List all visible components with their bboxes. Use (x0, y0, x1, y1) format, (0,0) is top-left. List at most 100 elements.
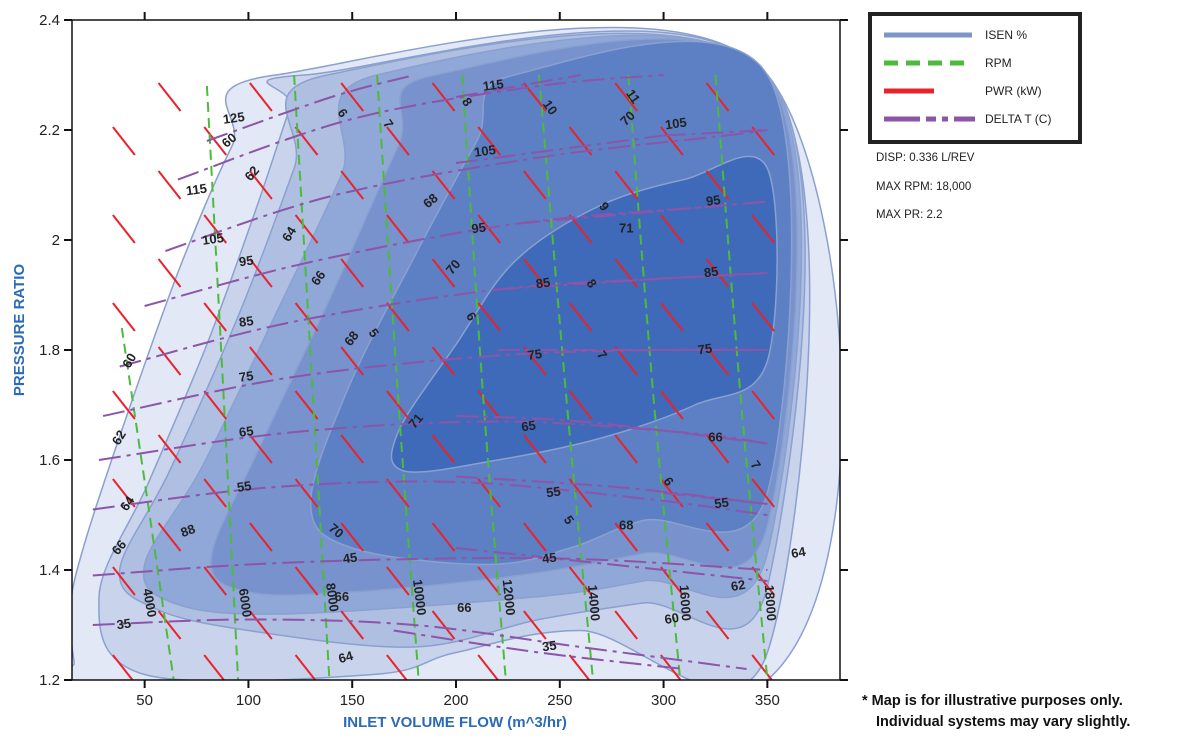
rpm-label: 4000 (140, 587, 160, 618)
pwr-mark (203, 654, 226, 680)
pwr-mark (203, 214, 228, 244)
x-tick-label: 250 (547, 692, 572, 709)
delta-t-label: 125 (222, 109, 246, 127)
isen-label: 66 (457, 600, 471, 615)
pwr-mark (112, 566, 136, 596)
max-pr-info: MAX PR: 2.2 (876, 209, 943, 221)
y-tick-label: 1.8 (39, 342, 60, 359)
isen-label: 62 (730, 577, 747, 594)
pwr-mark (203, 126, 228, 156)
pwr-mark (294, 214, 319, 244)
delta-t-line-95 (705, 200, 768, 208)
y-tick-label: 2 (52, 232, 60, 249)
delta-t-line-105 (455, 134, 664, 164)
pwr-mark (340, 522, 365, 552)
pwr-mark (112, 390, 136, 420)
pwr-mark (157, 170, 182, 200)
pwr-mark (660, 126, 684, 156)
delta-t-label: 45 (541, 550, 557, 567)
delta-t-line-95 (518, 206, 706, 225)
pwr-mark (705, 434, 730, 464)
x-tick-label: 300 (651, 692, 676, 709)
pwr-mark (477, 566, 501, 596)
pwr-mark (660, 390, 684, 420)
rpm-line-10000 (376, 74, 420, 680)
pwr-label: 10 (540, 97, 561, 117)
pwr-mark (112, 302, 136, 332)
pwr-mark (431, 434, 456, 464)
pwr-mark (614, 82, 638, 112)
pwr-mark (157, 346, 182, 376)
pwr-mark (477, 126, 501, 156)
pwr-mark (614, 346, 638, 376)
rpm-label: 16000 (677, 584, 694, 621)
pwr-mark (614, 434, 638, 464)
rpm-line-12000 (461, 74, 507, 680)
pwr-mark (751, 390, 775, 420)
x-tick-label: 200 (443, 692, 468, 709)
legend: ISEN % RPM PWR (kW) DELTA T (C) (868, 12, 1082, 144)
delta-t-line-65 (455, 415, 768, 445)
delta-t-label: 55 (545, 484, 561, 501)
delta-t-label: 75 (238, 368, 254, 385)
legend-label-pwr: PWR (kW) (985, 84, 1042, 98)
pwr-mark (157, 434, 182, 464)
pwr-mark (751, 214, 775, 244)
pwr-mark (157, 82, 182, 112)
delta-t-line-105 (663, 129, 768, 137)
pwr-mark (294, 126, 319, 156)
pwr-mark (660, 302, 684, 332)
isen-label: 62 (109, 427, 129, 447)
pwr-mark (751, 302, 775, 332)
isen-label: 64 (790, 544, 808, 561)
pwr-mark (751, 126, 775, 156)
isen-label: 68 (619, 517, 633, 532)
pwr-mark (614, 610, 638, 640)
delta-t-label: 35 (116, 616, 132, 633)
pwr-mark (705, 522, 730, 552)
rpm-label: 12000 (500, 579, 519, 617)
pwr-mark (340, 346, 365, 376)
pwr-mark (477, 214, 501, 244)
pwr-mark (477, 302, 501, 332)
pwr-mark (249, 346, 273, 376)
x-tick-label: 350 (755, 692, 780, 709)
y-tick-label: 1.2 (39, 672, 60, 689)
delta-t-line-65 (98, 420, 768, 461)
pwr-mark (386, 478, 410, 508)
pwr-mark (523, 610, 547, 640)
pwr-mark (568, 214, 593, 244)
pwr-mark (340, 610, 365, 640)
max-rpm-info: MAX RPM: 18,000 (876, 181, 972, 193)
pwr-mark (294, 302, 319, 332)
delta-t-label: 85 (703, 264, 719, 281)
pwr-mark (660, 654, 682, 680)
pwr-mark (386, 302, 410, 332)
pwr-mark (705, 610, 730, 640)
pwr-mark (340, 434, 365, 464)
pwr-mark (431, 522, 456, 552)
delta-t-label: 105 (664, 115, 688, 133)
pwr-mark (431, 82, 456, 112)
pwr-mark (157, 522, 182, 552)
rpm-line-18000 (714, 74, 769, 680)
pwr-mark (249, 522, 273, 552)
delta-t-line-55 (455, 475, 768, 505)
rpm-line-4000 (120, 327, 175, 680)
legend-label-isen: ISEN % (985, 28, 1027, 42)
isen-label: 64 (337, 648, 356, 666)
pwr-mark (386, 126, 410, 156)
delta-t-line-125 (206, 74, 415, 142)
y-tick-label: 1.4 (39, 562, 60, 579)
isen-label: 60 (119, 350, 139, 370)
isen-label: 60 (663, 610, 680, 627)
delta-t-line-85 (663, 272, 768, 280)
pwr-mark (340, 258, 365, 288)
isen-label: 66 (335, 589, 349, 604)
delta-t-line-55 (92, 480, 768, 516)
delta-t-line-85 (497, 277, 664, 291)
pwr-mark (294, 654, 317, 680)
pwr-mark (112, 478, 136, 508)
delta-t-label: 55 (713, 495, 729, 512)
y-axis-title: PRESSURE RATIO (11, 264, 28, 397)
